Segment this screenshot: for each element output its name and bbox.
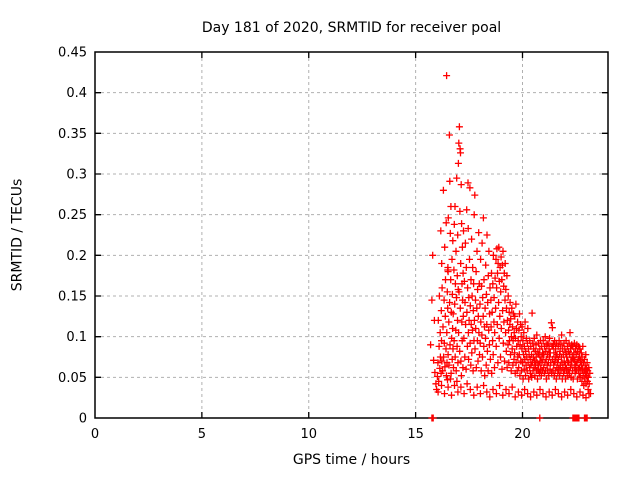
x-tick-label: 10 <box>300 427 317 442</box>
y-tick-label: 0 <box>79 412 87 427</box>
plot-border <box>94 51 609 419</box>
x-tick-label: 20 <box>514 427 531 442</box>
y-tick-label: 0.45 <box>58 46 87 61</box>
y-tick-label: 0.05 <box>58 371 87 386</box>
x-tick-label: 15 <box>407 427 424 442</box>
y-tick-label: 0.1 <box>66 330 87 345</box>
data-points <box>427 72 594 422</box>
y-tick-label: 0.3 <box>66 168 87 183</box>
chart-title: Day 181 of 2020, SRMTID for receiver poa… <box>201 20 502 36</box>
y-tick-label: 0.15 <box>58 290 87 305</box>
tick-marks <box>95 52 608 418</box>
grid-lines <box>95 52 608 418</box>
axis-tick-labels: 0 5 10 15 20 0 0.05 0.1 0.15 0.2 0.25 0.3 0.35 0.4 0.4… <box>58 46 531 443</box>
y-tick-label: 0.35 <box>58 127 87 142</box>
y-axis-label: SRMTID / TECUs <box>4 52 30 418</box>
y-tick-label: 0.4 <box>66 86 87 101</box>
y-tick-label: 0.25 <box>58 208 87 223</box>
x-tick-label: 5 <box>198 427 206 442</box>
x-tick-label: 0 <box>91 427 99 442</box>
y-axis-label-text: SRMTID / TECUs <box>9 178 25 292</box>
x-axis-label: GPS time / hours <box>292 452 411 468</box>
y-tick-label: 0.2 <box>66 249 87 264</box>
